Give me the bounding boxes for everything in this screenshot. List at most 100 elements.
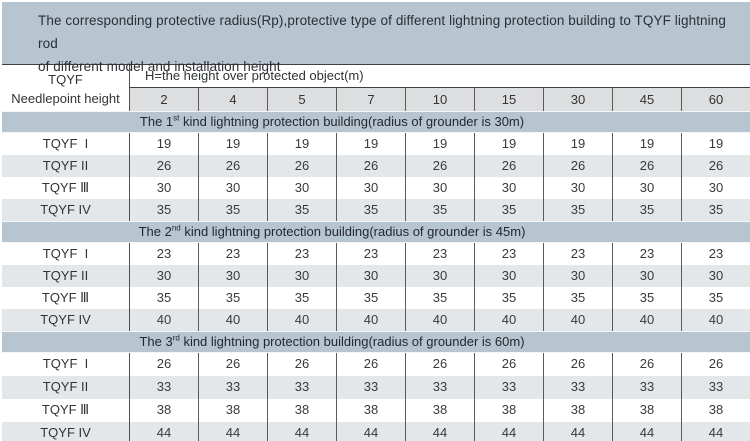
radius-value-cell: 30: [612, 265, 681, 287]
radius-value-cell: 35: [336, 199, 405, 221]
radius-value-cell: 33: [267, 376, 336, 399]
radius-value-cell: 35: [612, 287, 681, 309]
radius-value-cell: 30: [336, 265, 405, 287]
section-band-prefix: The 1: [139, 114, 174, 129]
radius-value-cell: 35: [405, 287, 474, 309]
radius-value-cell: 35: [267, 199, 336, 221]
table-row: TQYF II 33 33 33 33 33 33 33 33 33: [2, 376, 750, 399]
radius-value-cell: 26: [198, 155, 267, 177]
radius-value-cell: 38: [681, 399, 750, 422]
radius-value-cell: 19: [198, 133, 267, 155]
section-band-sup: nd: [171, 223, 181, 233]
table-row: TQYF Ⅲ 30 30 30 30 30 30 30 30 30: [2, 177, 750, 199]
radius-value-cell: 38: [336, 399, 405, 422]
section-band-suffix: kind lightning protection building(radiu…: [179, 114, 525, 129]
radius-value-cell: 19: [336, 133, 405, 155]
radius-value-cell: 26: [474, 155, 543, 177]
radius-value-cell: 26: [267, 353, 336, 376]
radius-value-cell: 30: [681, 265, 750, 287]
table-row: TQYF IV 40 40 40 40 40 40 40 40 40: [2, 309, 750, 331]
radius-value-cell: 35: [267, 287, 336, 309]
height-column-header: 10: [405, 88, 474, 111]
row-label: TQYF IV: [2, 309, 130, 331]
table-row: TQYF IV 35 35 35 35 35 35 35 35 35: [2, 199, 750, 221]
row-label: TQYF Ⅲ: [2, 287, 130, 309]
title-line-2: of different model and installation heig…: [38, 59, 281, 74]
radius-value-cell: 33: [156, 379, 172, 394]
table-row: TQYF I 23 23 23 23 23 23 23 23 23: [2, 243, 750, 265]
radius-value-cell: 40: [405, 309, 474, 331]
radius-value-cell: 33: [681, 376, 750, 399]
table-row: TQYF I 26 26 26 26 26 26 26 26 26: [2, 353, 750, 376]
radius-value-cell: 40: [474, 309, 543, 331]
radius-value-cell: 35: [156, 202, 172, 217]
row-label: TQYF IV: [2, 422, 130, 441]
radius-value-cell: 40: [267, 309, 336, 331]
section-band-sup: rd: [172, 333, 180, 343]
radius-value-cell: 26: [474, 353, 543, 376]
radius-value-cell: 44: [198, 422, 267, 441]
radius-value-cell: 38: [267, 399, 336, 422]
radius-value-cell: 38: [405, 399, 474, 422]
radius-value-cell: 23: [405, 243, 474, 265]
row-label: TQYF II: [2, 155, 130, 177]
needlepoint-header-line-2: Needlepoint height: [11, 91, 120, 106]
radius-value-cell: 44: [474, 422, 543, 441]
radius-value-cell: 35: [405, 199, 474, 221]
table-row: TQYF I 19 19 19 19 19 19 19 19 19: [2, 133, 750, 155]
radius-value-cell: 33: [405, 376, 474, 399]
section-band: The 1st kind lightning protection buildi…: [2, 111, 750, 133]
radius-value-cell: 30: [474, 177, 543, 199]
radius-value-cell: 26: [336, 155, 405, 177]
radius-value-cell: 23: [156, 246, 172, 261]
radius-value-cell: 40: [336, 309, 405, 331]
table-header: TQYF Needlepoint height H=the height ove…: [2, 65, 750, 111]
radius-value-cell: 19: [543, 133, 612, 155]
table-body: The 1st kind lightning protection buildi…: [2, 111, 750, 441]
radius-value-cell: 38: [474, 399, 543, 422]
radius-value-cell: 23: [336, 243, 405, 265]
radius-value-cell: 30: [198, 265, 267, 287]
radius-value-cell: 30: [336, 177, 405, 199]
radius-value-cell: 33: [612, 376, 681, 399]
height-column-header: 30: [543, 88, 612, 111]
row-label: TQYF I: [2, 243, 130, 265]
radius-value-cell: 19: [405, 133, 474, 155]
section-band-prefix: The 2: [138, 224, 172, 239]
table-row: TQYF Ⅲ 38 38 38 38 38 38 38 38 38: [2, 399, 750, 422]
radius-value-cell: 26: [336, 353, 405, 376]
height-column-header: 45: [612, 88, 681, 111]
radius-value-cell: 23: [612, 243, 681, 265]
height-column-header: 60: [681, 88, 750, 111]
radius-value-cell: 26: [543, 155, 612, 177]
radius-value-cell: 26: [681, 353, 750, 376]
row-label: TQYF I: [2, 353, 130, 376]
height-column-header: 2: [160, 92, 168, 107]
radius-value-cell: 26: [681, 155, 750, 177]
radius-value-cell: 33: [336, 376, 405, 399]
radius-value-cell: 40: [543, 309, 612, 331]
radius-value-cell: 40: [156, 312, 172, 327]
table-row: TQYF II 30 30 30 30 30 30 30 30 30: [2, 265, 750, 287]
radius-value-cell: 35: [543, 287, 612, 309]
radius-value-cell: 44: [543, 422, 612, 441]
radius-value-cell: 38: [612, 399, 681, 422]
radius-value-cell: 30: [543, 265, 612, 287]
radius-value-cell: 26: [612, 353, 681, 376]
radius-value-cell: 40: [681, 309, 750, 331]
radius-value-cell: 35: [336, 287, 405, 309]
radius-value-cell: 19: [612, 133, 681, 155]
radius-value-cell: 33: [474, 376, 543, 399]
radius-value-cell: 44: [681, 422, 750, 441]
section-band-prefix: The 3: [139, 334, 173, 349]
height-column-header: 4: [198, 88, 267, 111]
height-columns-row: 2 4 5 7 10 15 30 45 60: [130, 88, 750, 111]
radius-value-cell: 23: [681, 243, 750, 265]
radius-value-cell: 35: [681, 199, 750, 221]
radius-value-cell: 38: [156, 402, 172, 417]
radius-value-cell: 23: [543, 243, 612, 265]
radius-value-cell: 30: [405, 177, 474, 199]
radius-value-cell: 35: [474, 287, 543, 309]
radius-value-cell: 35: [474, 199, 543, 221]
